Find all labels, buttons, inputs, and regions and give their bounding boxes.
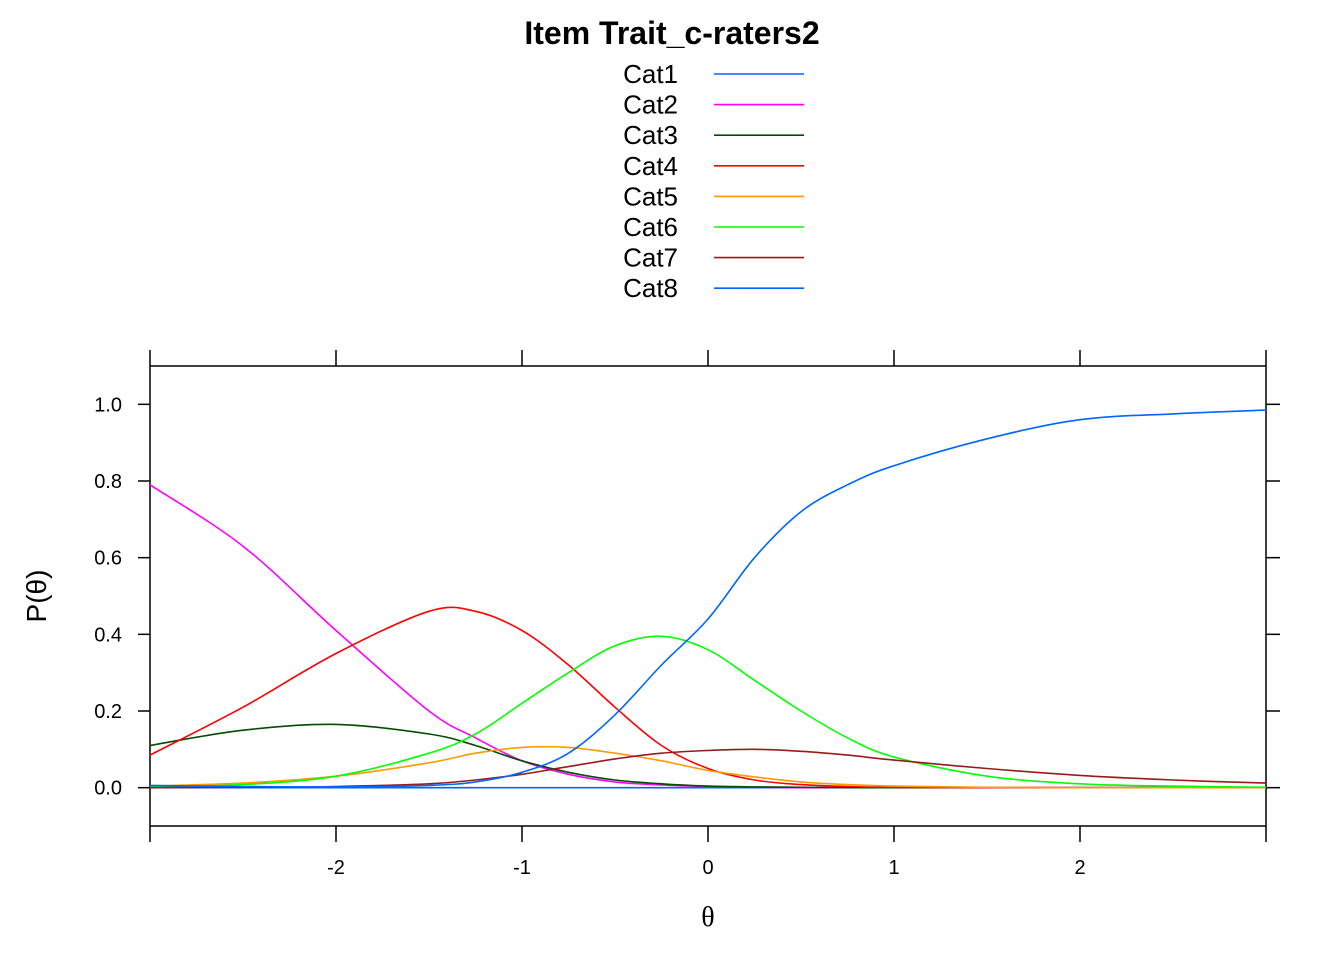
legend-label: Cat1 bbox=[623, 59, 678, 89]
plot-frame bbox=[149, 365, 1267, 827]
series-line-cat4 bbox=[149, 606, 1266, 789]
series-line-cat5 bbox=[149, 745, 1266, 789]
y-tick-label: 0.8 bbox=[94, 471, 122, 493]
plot-curves bbox=[149, 409, 1267, 789]
legend-label: Cat4 bbox=[623, 151, 678, 181]
legend-label: Cat8 bbox=[623, 273, 678, 303]
axis-ticks: -2 -1 0 1 2 0.0 0.2 0.4 0.6 0.8 1.0 bbox=[94, 350, 1280, 879]
y-tick-label: 0.6 bbox=[94, 548, 122, 570]
x-tick-label: -2 bbox=[327, 857, 345, 879]
series-line-cat2 bbox=[149, 484, 1266, 789]
series-line-cat7 bbox=[149, 748, 1267, 789]
y-tick-label: 0.0 bbox=[94, 778, 122, 800]
y-axis-label: P(θ) bbox=[21, 570, 52, 623]
x-tick-label: 1 bbox=[888, 857, 899, 879]
legend-label: Cat2 bbox=[623, 90, 678, 120]
legend-label: Cat5 bbox=[623, 181, 678, 211]
legend-label: Cat3 bbox=[623, 120, 678, 150]
legend-label: Cat7 bbox=[623, 243, 678, 273]
y-tick-label: 1.0 bbox=[94, 394, 122, 416]
x-tick-label: -1 bbox=[513, 857, 531, 879]
x-axis-label: θ bbox=[701, 902, 714, 933]
y-tick-label: 0.4 bbox=[94, 624, 122, 646]
series-line-cat6 bbox=[149, 635, 1267, 789]
y-tick-label: 0.2 bbox=[94, 701, 122, 723]
x-tick-label: 0 bbox=[702, 857, 713, 879]
legend-label: Cat6 bbox=[623, 212, 678, 242]
series-line-cat8 bbox=[149, 409, 1267, 788]
chart-title: Item Trait_c-raters2 bbox=[524, 15, 819, 51]
x-tick-label: 2 bbox=[1074, 857, 1085, 879]
